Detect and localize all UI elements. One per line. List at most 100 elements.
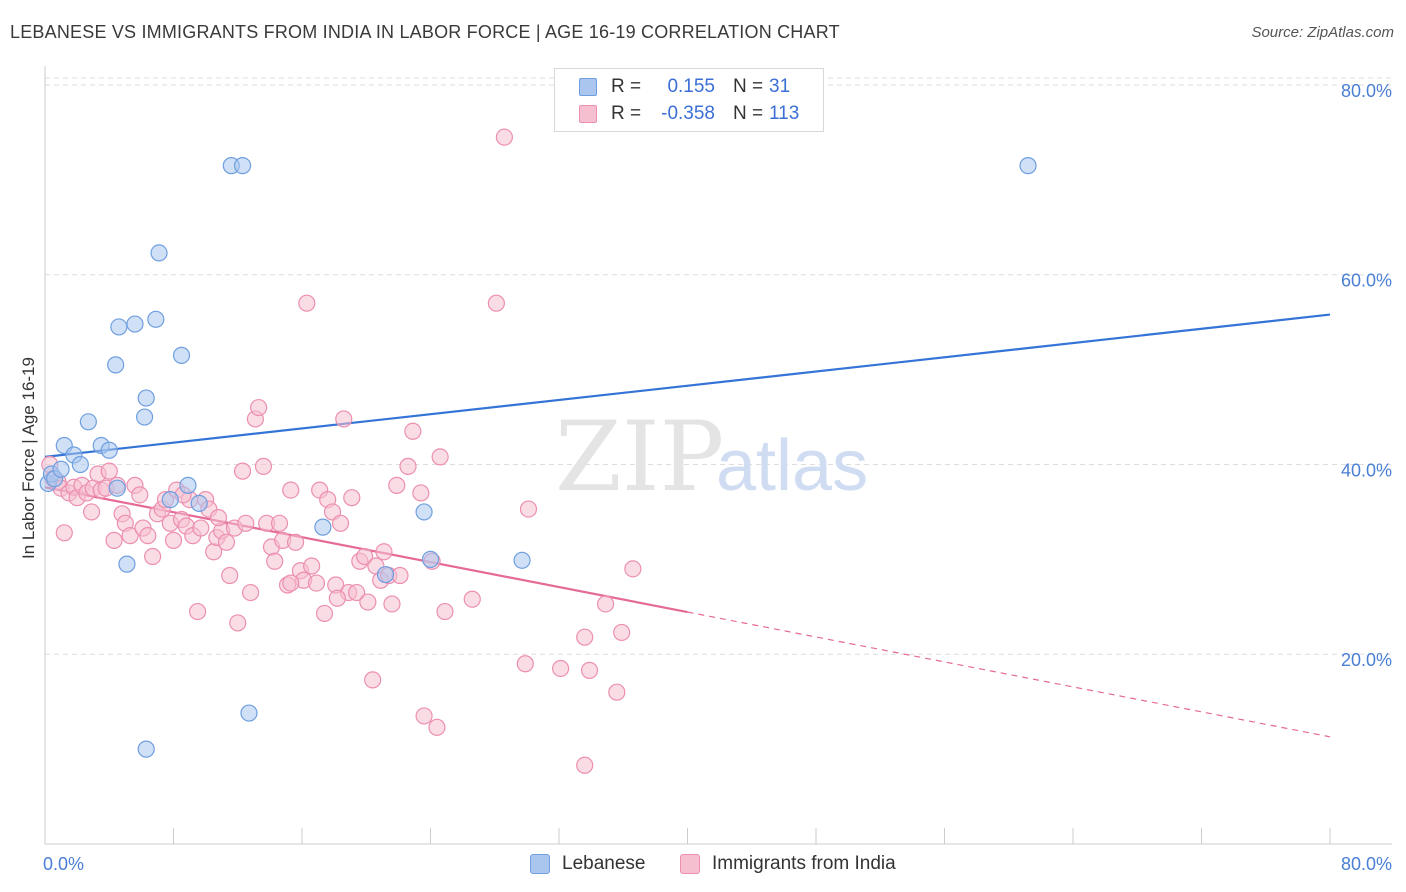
bottom-legend-swatch-lebanese: [530, 854, 550, 874]
point-india: [487, 294, 505, 312]
trend-line-lebanese: [44, 313, 1331, 458]
point-india: [428, 718, 446, 736]
y-tick-label: 40.0%: [1341, 460, 1392, 480]
point-lebanese: [150, 244, 168, 262]
point-lebanese: [233, 157, 252, 175]
point-india: [608, 683, 626, 701]
point-lebanese: [100, 441, 118, 459]
point-lebanese: [147, 310, 165, 328]
watermark-zip: ZIP: [555, 401, 724, 513]
point-lebanese: [137, 389, 155, 407]
point-lebanese: [161, 490, 179, 509]
point-lebanese: [240, 704, 258, 722]
point-india: [192, 519, 210, 537]
source-label: Source: ZipAtlas.com: [1251, 24, 1394, 41]
legend-n-label: N =: [733, 103, 764, 124]
point-india: [516, 655, 534, 673]
point-india: [331, 514, 350, 532]
point-india: [624, 560, 642, 578]
watermark: ZIP atlas: [555, 401, 868, 513]
watermark-atlas: atlas: [716, 426, 868, 506]
point-lebanese: [513, 551, 531, 569]
point-india: [307, 574, 326, 592]
point-india: [237, 514, 255, 532]
point-india: [335, 410, 353, 428]
bottom-legend-swatch-india: [680, 854, 700, 874]
tick-labels: 20.0% 40.0% 60.0% 80.0% 0.0% 80.0%: [43, 81, 1392, 874]
point-lebanese: [421, 550, 440, 568]
point-lebanese: [190, 494, 208, 512]
point-india: [242, 583, 260, 602]
point-india: [55, 524, 73, 542]
point-lebanese: [107, 356, 125, 374]
point-lebanese: [71, 455, 89, 474]
legend-box: R = 0.155 N = 31 R = -0.358 N = 113: [554, 68, 824, 132]
point-india: [552, 659, 570, 678]
legend-r-value: 0.155: [667, 76, 715, 97]
axes: [44, 66, 1392, 845]
trend-line-india-extension: [687, 611, 1331, 738]
point-lebanese: [52, 460, 70, 478]
point-india: [282, 481, 300, 499]
point-india: [576, 628, 594, 646]
point-india: [233, 462, 252, 480]
point-india: [412, 484, 430, 502]
point-india: [356, 547, 374, 566]
point-india: [613, 623, 631, 642]
point-india: [286, 533, 305, 551]
x-tick-label: 80.0%: [1341, 854, 1392, 874]
y-tick-label: 20.0%: [1341, 650, 1392, 670]
point-india: [431, 448, 449, 466]
point-lebanese: [110, 318, 128, 336]
point-india: [436, 602, 454, 621]
point-india: [282, 574, 300, 592]
point-lebanese: [126, 315, 144, 333]
point-lebanese: [415, 503, 433, 521]
point-india: [576, 756, 594, 774]
point-india: [188, 602, 207, 621]
y-axis-title: In Labor Force | Age 16-19: [19, 357, 38, 559]
point-india: [383, 595, 401, 613]
point-india: [580, 661, 599, 679]
point-india: [139, 527, 157, 545]
point-india: [415, 707, 433, 725]
point-india: [596, 595, 615, 613]
point-india: [217, 533, 236, 551]
legend-r-value: -0.358: [661, 103, 715, 124]
point-india: [164, 531, 183, 549]
point-india: [404, 422, 422, 440]
point-india: [328, 589, 346, 607]
bottom-legend-label-lebanese: Lebanese: [562, 853, 646, 874]
point-india: [105, 531, 123, 549]
point-india: [399, 457, 417, 475]
legend-n-label: N =: [733, 76, 764, 97]
legend-swatch-lebanese: [579, 78, 597, 96]
legend-swatch-india: [579, 105, 597, 123]
point-india: [343, 489, 361, 507]
point-india: [298, 294, 316, 312]
point-india: [229, 614, 247, 632]
point-india: [391, 566, 409, 585]
point-india: [82, 503, 101, 521]
point-india: [463, 590, 481, 608]
point-india: [121, 527, 139, 545]
point-india: [266, 552, 284, 570]
point-india: [315, 604, 334, 623]
point-india: [100, 462, 118, 480]
legend-n-value: 31: [769, 76, 791, 97]
y-tick-label: 60.0%: [1341, 271, 1392, 291]
point-india: [303, 557, 321, 575]
point-india: [270, 514, 289, 532]
point-india: [209, 509, 228, 527]
point-india: [388, 476, 406, 494]
points-india: [41, 128, 642, 774]
point-lebanese: [1019, 157, 1037, 175]
point-lebanese: [108, 479, 126, 497]
chart-title: LEBANESE VS IMMIGRANTS FROM INDIA IN LAB…: [10, 22, 840, 42]
point-india: [364, 671, 382, 689]
point-lebanese: [172, 346, 191, 364]
point-india: [359, 593, 377, 611]
point-lebanese: [79, 413, 97, 431]
point-india: [221, 566, 239, 585]
